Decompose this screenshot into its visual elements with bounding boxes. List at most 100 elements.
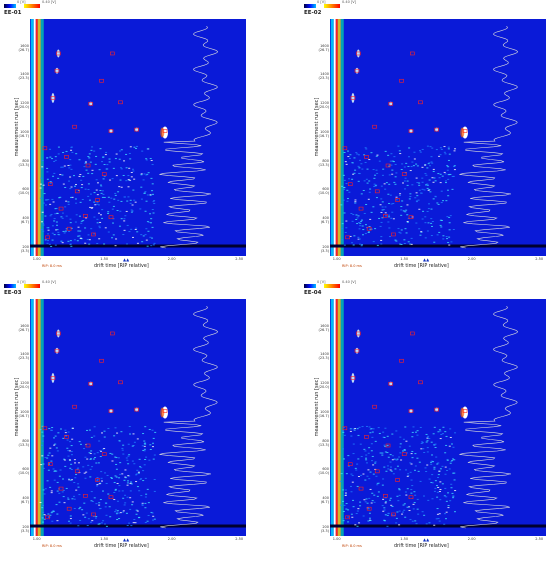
- signal-spot: [380, 211, 383, 213]
- signal-spot: [49, 215, 52, 217]
- signal-spot: [92, 515, 95, 517]
- signal-spot: [53, 479, 56, 481]
- peak-marker: [395, 478, 400, 482]
- x-tick-label: 2.00: [467, 257, 476, 261]
- signal-spot: [108, 201, 111, 203]
- signal-spot: [369, 432, 372, 434]
- signal-spot: [146, 148, 149, 150]
- signal-spot: [353, 172, 356, 174]
- signal-spot: [49, 182, 52, 184]
- signal-spot: [96, 477, 99, 479]
- signal-spot: [101, 196, 104, 198]
- signal-spot: [345, 220, 348, 222]
- signal-spot: [68, 479, 71, 481]
- signal-spot: [117, 199, 120, 201]
- signal-spot: [386, 465, 389, 467]
- peak-marker: [45, 235, 50, 240]
- x-tick-label: 2.00: [167, 537, 176, 541]
- signal-spot: [58, 197, 61, 199]
- signal-spot: [387, 154, 390, 156]
- peak-marker: [391, 232, 396, 237]
- signal-spot: [65, 228, 68, 230]
- signal-spot: [61, 174, 64, 176]
- signal-spot: [357, 236, 360, 238]
- signal-spot: [438, 491, 441, 493]
- signal-spot: [119, 473, 122, 475]
- signal-spot: [68, 230, 71, 232]
- signal-spot: [88, 199, 91, 201]
- signal-spot: [431, 162, 434, 164]
- signal-spot: [128, 167, 131, 169]
- y-tick-label: 800 (13.3): [18, 158, 29, 167]
- signal-spot: [356, 223, 359, 225]
- signal-spot: [451, 492, 454, 494]
- peak-marker: [108, 215, 114, 220]
- signal-spot: [355, 214, 358, 216]
- signal-spot: [435, 456, 438, 458]
- signal-spot: [73, 459, 76, 461]
- signal-spot: [381, 209, 384, 211]
- signal-spot: [444, 153, 447, 155]
- signal-spot: [148, 221, 151, 223]
- signal-spot: [117, 191, 120, 193]
- signal-spot: [415, 222, 418, 224]
- signal-spot: [384, 501, 387, 503]
- dark-band: [330, 524, 546, 528]
- signal-spot: [145, 174, 148, 176]
- signal-spot: [399, 452, 402, 454]
- signal-spot: [383, 444, 386, 446]
- signal-spot: [431, 177, 434, 179]
- panel-title: EE-04: [304, 290, 322, 296]
- signal-spot: [95, 179, 98, 181]
- signal-spot: [422, 210, 425, 212]
- signal-spot: [66, 497, 69, 499]
- signal-spot: [88, 243, 91, 245]
- signal-spot: [67, 478, 70, 480]
- peak-marker: [358, 206, 364, 211]
- y-tick-label: 1000 (16.7): [18, 129, 29, 138]
- peak-marker: [418, 100, 423, 105]
- signal-spot: [391, 433, 394, 435]
- signal-spot: [437, 173, 440, 175]
- signal-spot: [432, 181, 435, 183]
- rip-band: [37, 299, 41, 536]
- signal-spot: [69, 159, 72, 161]
- peak-marker: [91, 512, 96, 517]
- x-tick-label: 1.50: [400, 257, 409, 261]
- signal-spot: [416, 508, 419, 510]
- signal-spot: [87, 195, 90, 197]
- signal-spot: [444, 513, 447, 515]
- signal-spot: [342, 448, 345, 450]
- dark-band: [30, 244, 246, 248]
- signal-spot: [55, 504, 58, 506]
- signal-spot: [116, 519, 119, 521]
- signal-spot: [136, 486, 139, 488]
- signal-spot: [445, 236, 448, 238]
- signal-spot: [401, 200, 404, 202]
- signal-spot: [44, 204, 47, 206]
- rip-note: RIP: 8.0 ms: [342, 264, 362, 268]
- signal-spot: [447, 166, 450, 168]
- signal-spot: [129, 199, 132, 201]
- signal-spot: [151, 190, 154, 192]
- signal-spot: [78, 508, 81, 510]
- signal-spot: [360, 474, 363, 476]
- panel-title: EE-03: [4, 290, 22, 296]
- signal-spot: [69, 522, 72, 524]
- signal-spot: [356, 428, 359, 430]
- signal-spot: [115, 513, 118, 515]
- signal-spot: [376, 482, 379, 484]
- signal-streak: [435, 407, 439, 412]
- signal-spot: [368, 512, 371, 514]
- signal-spot: [44, 488, 47, 490]
- signal-spot: [351, 162, 354, 164]
- dark-band: [330, 244, 546, 248]
- signal-spot: [410, 243, 413, 245]
- signal-spot: [354, 427, 357, 429]
- signal-spot: [96, 218, 99, 220]
- signal-spot: [100, 192, 103, 194]
- signal-spot: [56, 212, 59, 214]
- signal-spot: [91, 169, 94, 171]
- signal-spot: [388, 216, 391, 218]
- signal-spot: [143, 464, 146, 466]
